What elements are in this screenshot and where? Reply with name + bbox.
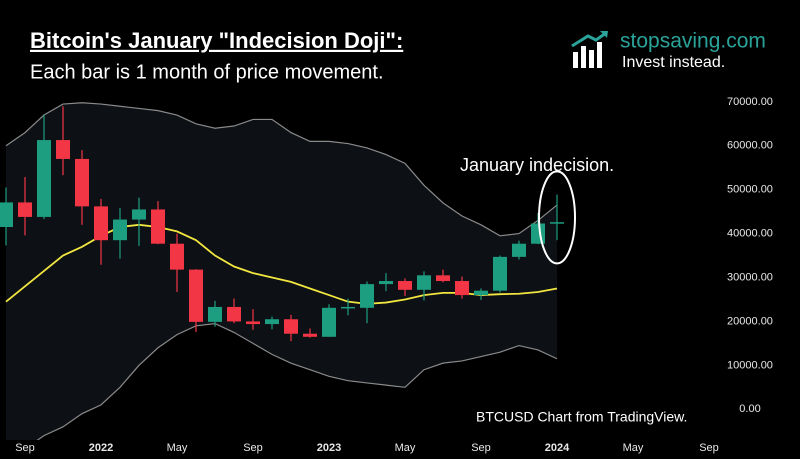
candle-body [303,333,317,337]
candle-body [531,223,545,244]
y-tick-label: 0.00 [739,403,760,415]
annotation: January indecision. [460,155,614,175]
y-tick-label: 30000.00 [727,271,773,283]
highlight-ellipse [538,170,576,265]
brand-tagline: Invest instead. [622,54,725,71]
candle-body [189,269,203,322]
x-tick-label: 2023 [317,442,341,454]
candle-body [246,321,260,325]
candle-body [56,140,70,159]
plot-area [0,102,564,440]
y-tick-label: 20000.00 [727,315,773,327]
x-tick-label: May [623,442,644,454]
candle-body [37,140,51,217]
candle-body [360,284,374,308]
band-fill [6,102,557,440]
y-tick-label: 60000.00 [727,140,773,152]
y-tick-label: 40000.00 [727,228,773,240]
title: Bitcoin's January "Indecision Doji": [30,28,403,53]
brand-logo [571,31,608,68]
candle-body [341,306,355,309]
bollinger-upper [5,102,558,237]
candle-body [455,281,469,296]
candle-body [550,222,564,224]
candle-body [94,206,108,241]
source-note: BTCUSD Chart from TradingView. [476,409,687,425]
x-tick-label: 2024 [545,442,570,454]
bollinger-lower [36,323,558,440]
candle-body [227,306,241,322]
x-tick-label: May [395,442,416,454]
candle-body [398,281,412,290]
x-tick-label: 2022 [89,442,113,454]
candle-body [379,281,393,285]
candle-body [265,319,279,325]
x-tick-label: Sep [15,442,35,454]
candle-body [132,209,146,220]
candle-body [284,319,298,334]
candle-body [493,256,507,291]
candle-body [151,209,165,244]
candle-body [322,307,336,337]
y-tick-label: 70000.00 [727,96,773,108]
x-tick-label: Sep [699,442,719,454]
x-tick-label: May [167,442,188,454]
y-tick-label: 50000.00 [727,184,773,196]
y-tick-label: 10000.00 [727,359,773,371]
x-tick-label: Sep [243,442,263,454]
candle-body [474,290,488,296]
candle-body [18,202,32,217]
candle-body [113,219,127,241]
candle-body [417,275,431,290]
candle-body [436,275,450,282]
brand-name: stopsaving.com [620,30,766,53]
x-tick-label: Sep [471,442,491,454]
candle-body [75,158,89,207]
candle-body [0,202,13,228]
candle-body [512,243,526,257]
subtitle: Each bar is 1 month of price movement. [30,61,384,83]
candle-body [170,243,184,270]
candle-body [208,306,222,322]
